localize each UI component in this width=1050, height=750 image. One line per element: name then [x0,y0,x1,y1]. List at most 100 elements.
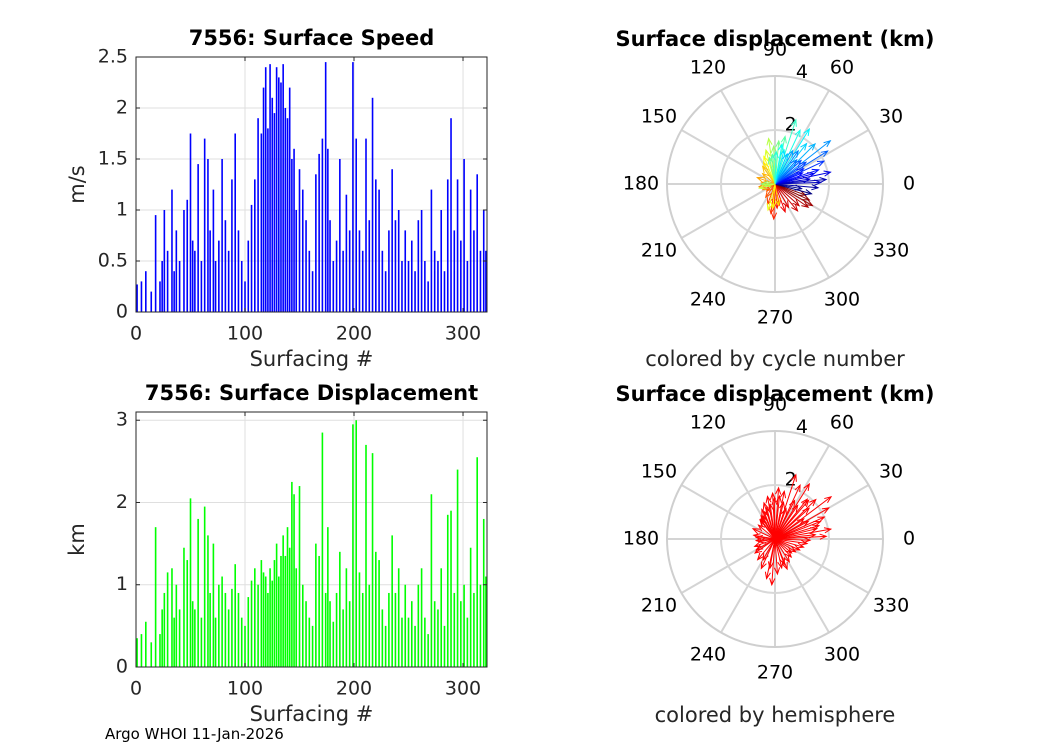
chart3-theta-tick-label: 90 [763,39,787,61]
chart2-bar [200,617,203,667]
chart3-arrow-shaft [774,160,802,185]
chart2-bar [463,584,465,667]
chart4-displacement-arrow [774,532,817,540]
chart3-arrow-head [774,198,781,207]
chart3-arrow-head [761,172,770,181]
chart1-bar [404,230,407,312]
chart2-bar [327,527,329,667]
chart2-x-axis-label: Surfacing # [250,702,374,726]
chart1-bar [231,179,233,312]
chart1-bar [371,97,374,312]
chart3-theta-tick-label: 300 [824,289,860,311]
chart4-arrow-shaft [774,502,784,540]
chart4-arrow-head [754,534,764,541]
chart2-y-tick-label: 3 [116,409,128,431]
chart2-bar [352,424,354,667]
chart3-displacement-arrow [758,183,776,190]
chart4-displacement-arrow [774,538,784,570]
chart1-bar [209,230,211,312]
chart3-displacement-arrow [774,139,832,185]
chart2-bar [173,617,175,667]
chart1-bar [212,189,215,312]
chart4-arrow-shaft [774,538,778,575]
chart2-bar [145,621,147,667]
chart4-displacement-arrow [774,538,809,546]
chart4-arrow-shaft [774,538,785,565]
chart2-bar [286,527,289,667]
chart1-bar [355,138,357,312]
chart4-arrow-head [824,495,833,504]
chart4-displacement-arrow [774,538,805,549]
chart3-arrow-head [811,168,820,175]
chart4-arrow-head [775,486,782,495]
chart4-arrow-head [759,518,767,527]
chart3-theta-tick-label: 0 [903,173,915,195]
chart4-arrow-head [779,557,785,566]
chart4-arrow-shaft [757,538,776,561]
chart3-arrow-head [820,150,829,158]
chart3-displacement-arrow [774,183,814,207]
chart2-bar [460,601,462,667]
chart2-bar [250,580,253,667]
chart4-arrow-shaft [774,508,787,540]
chart3-displacement-arrow [766,183,776,212]
chart4-displacement-arrow [774,504,799,540]
chart3-arrow-shaft [763,156,776,185]
chart2-bar [345,568,348,667]
chart4-displacement-arrow [771,497,778,540]
chart3-arrow-shaft [774,183,812,195]
chart4-arrow-head [808,532,817,539]
chart3-arrow-head [819,177,828,184]
chart4-arrow-shaft [760,519,776,540]
chart1-y-tick-label: 0.5 [98,250,128,272]
chart1-bar [301,189,304,312]
chart3-arrow-shaft [759,183,776,189]
chart4-arrow-shaft [766,507,776,540]
chart3-displacement-arrow [774,158,798,185]
chart3-displacement-arrow [767,156,776,185]
chart1-bar [476,174,478,312]
chart2-bar [161,609,163,667]
chart2-bar [234,564,236,667]
chart1-bar [166,250,169,312]
chart3-arrow-head [800,142,808,151]
chart2-bar [269,568,271,667]
chart3-displacement-arrow [761,172,776,185]
chart4-arrow-shaft [774,538,783,569]
chart3-arrow-head [761,165,769,174]
chart3-displacement-arrow [774,176,812,185]
chart4-arrow-head [762,553,769,562]
chart1-bar [443,271,446,312]
chart3-arrow-head [755,176,765,183]
chart3-displacement-arrow [774,183,820,191]
chart4-displacement-arrow [774,538,801,551]
chart1-bar [295,210,298,312]
chart3-arrow-shaft [774,183,809,208]
chart1-bar [381,250,384,312]
chart3-arrow-shaft [774,183,789,208]
chart2-bar [282,535,284,667]
chart2-bar [482,518,485,667]
chart4-arrow-shaft [773,498,776,540]
chart3-arrow-shaft [774,140,831,185]
chart4-arrow-head [765,506,772,515]
chart1-y-tick-label: 1 [116,199,128,221]
chart2-bar [271,580,274,667]
chart3-displacement-arrow [774,183,810,208]
chart3-displacement-arrow [774,148,786,185]
chart1-bar [286,118,289,312]
chart3-arrow-head [802,176,812,184]
chart2-bar [191,601,194,667]
chart3-theta-tick-label: 180 [623,173,659,195]
chart1-bar [430,189,433,312]
chart1-y-tick-label: 2.5 [98,46,128,68]
chart3-displacement-arrow [774,142,784,185]
chart2-bar [288,547,291,667]
chart1-bar [197,164,199,312]
chart4-arrow-head [757,537,766,544]
chart2-bar [368,584,371,667]
chart3-arrow-shaft [774,172,803,185]
chart2-bar [311,625,314,667]
chart2-bar [159,634,161,667]
chart2-bar [437,609,439,667]
